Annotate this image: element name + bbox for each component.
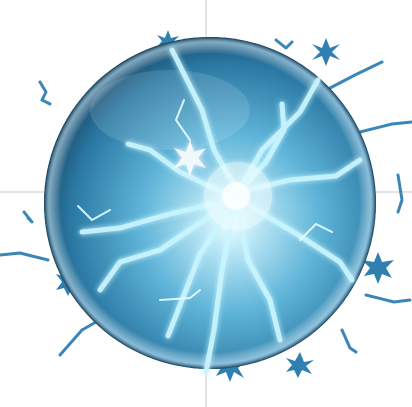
orb-core-bright: [222, 182, 250, 210]
tendril-left-mid: [22, 210, 34, 224]
filament: [174, 99, 191, 141]
orb-highlight: [90, 70, 250, 150]
filament: [77, 205, 111, 222]
bolt-top: [169, 47, 241, 195]
tendril-right-mid: [358, 120, 412, 134]
filament: [159, 289, 201, 301]
bolt-bottom-center: [203, 203, 237, 375]
outer-tendrils: [0, 38, 412, 357]
filament: [299, 222, 333, 241]
lightning-bolts: [79, 47, 363, 375]
tendril-bottom-right: [340, 328, 358, 354]
spark-icon: [312, 38, 340, 66]
tendril-right-lower: [364, 293, 412, 304]
tendril-far-right: [396, 173, 404, 214]
bolt-lower-left: [97, 201, 231, 293]
flare-star-icon: [174, 140, 206, 176]
lightning-thin: [77, 99, 333, 301]
bolt-left-upper: [125, 141, 233, 199]
spark-icon: [286, 352, 314, 378]
tendril-bottom-left: [58, 320, 98, 357]
bolt-bottom: [233, 201, 283, 343]
bolt-left: [79, 197, 233, 235]
tendril-left-upper: [38, 80, 52, 106]
bolt-right-lower: [237, 197, 355, 283]
tendril-top-right: [274, 38, 294, 50]
flare: [174, 140, 206, 176]
spark-icon: [156, 30, 179, 54]
tendril-right-upper: [328, 60, 384, 90]
spark-icon: [362, 252, 394, 284]
bolt-bottom-left: [165, 203, 235, 339]
tendril-left-lower: [0, 251, 50, 262]
